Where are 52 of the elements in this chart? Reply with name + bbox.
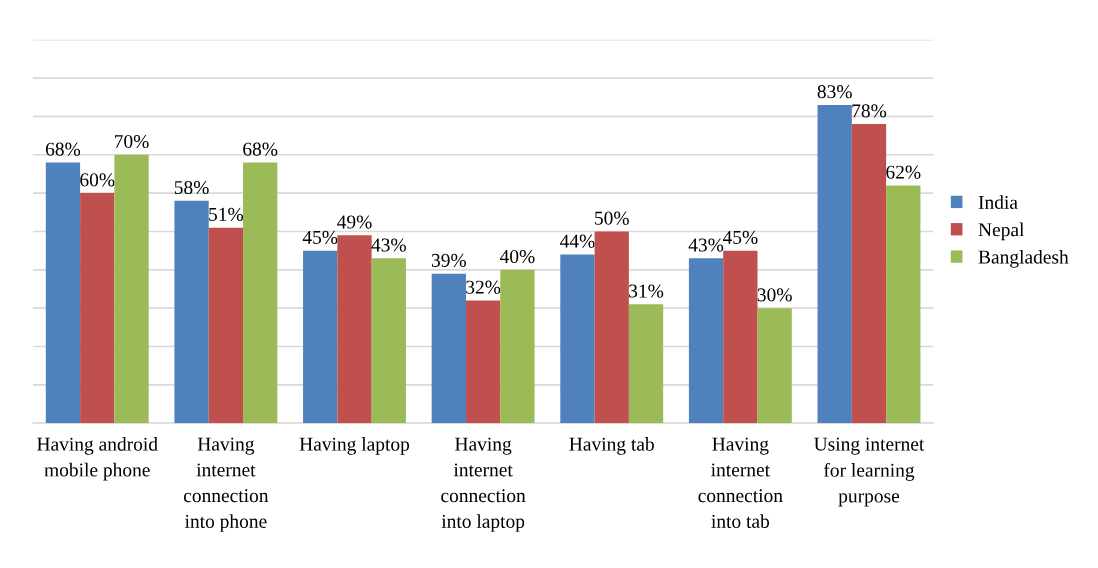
legend-label: Nepal (978, 222, 1025, 241)
data-label: 68% (243, 142, 278, 156)
data-label: 49% (337, 215, 372, 229)
bar (723, 250, 758, 424)
data-label: 58% (174, 180, 209, 195)
x-tick-label: Using internet for learning purpose (814, 437, 925, 507)
legend-label: India (978, 195, 1018, 209)
x-tick-label: Having internet connection into tab (698, 437, 783, 528)
legend-label: Bangladesh (978, 249, 1069, 268)
data-label: 78% (852, 104, 887, 118)
bar (80, 193, 115, 424)
bar (114, 154, 149, 424)
data-label: 60% (80, 173, 115, 187)
data-label: 43% (371, 238, 406, 252)
data-label: 70% (115, 134, 149, 149)
bar (851, 124, 887, 424)
x-tick-label: Having internet connection into laptop (441, 437, 526, 532)
bar (594, 231, 629, 424)
x-tick-label: Having tab (569, 437, 654, 455)
x-tick-label: Having laptop (299, 437, 410, 455)
x-tick-label: Having android mobile phone (37, 437, 158, 481)
data-label: 50% (595, 211, 629, 225)
data-label: 31% (629, 284, 664, 298)
bar (45, 162, 81, 424)
data-label: 62% (886, 165, 921, 179)
x-tick-label: Having internet connection into phone (183, 437, 269, 532)
bar (500, 269, 535, 424)
bar (757, 308, 792, 424)
bar (208, 227, 244, 424)
data-label: 45% (302, 230, 338, 244)
data-label: 40% (499, 249, 535, 264)
bar (560, 254, 595, 424)
bar (243, 162, 278, 424)
data-label: 51% (209, 207, 244, 221)
bar (688, 258, 724, 424)
bar (174, 200, 209, 424)
data-label: 39% (431, 253, 466, 267)
bar (628, 304, 664, 424)
bar (337, 235, 372, 424)
data-label: 83% (817, 85, 852, 99)
data-label: 45% (722, 230, 758, 244)
data-label: 43% (688, 238, 724, 252)
bar (431, 273, 466, 424)
data-label: 30% (757, 288, 792, 302)
bar (303, 250, 338, 424)
bar (886, 185, 921, 424)
data-label: 68% (45, 142, 81, 156)
data-label: 32% (466, 280, 501, 294)
bar (817, 104, 852, 424)
data-label: 44% (560, 234, 595, 248)
bar (371, 258, 406, 424)
bar (465, 300, 501, 424)
